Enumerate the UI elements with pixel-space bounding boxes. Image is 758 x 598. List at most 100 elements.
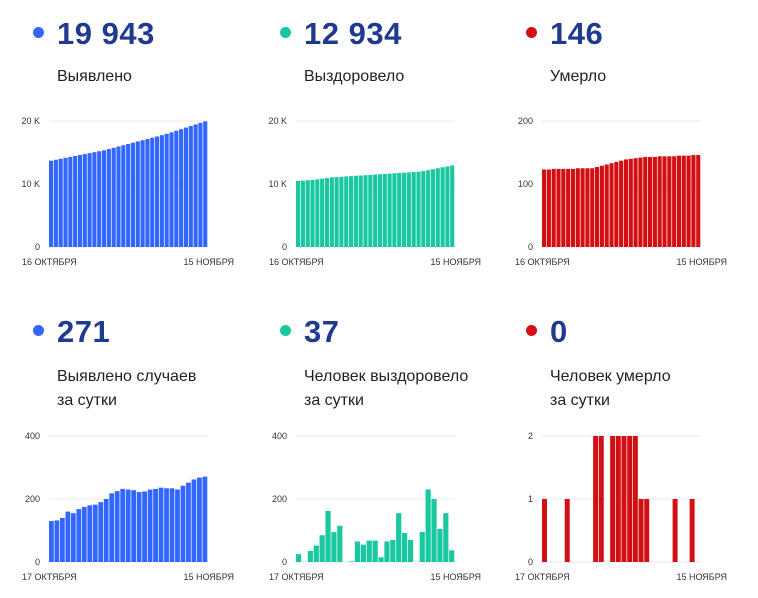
bar bbox=[696, 155, 701, 247]
y-tick-label: 10 K bbox=[268, 179, 287, 189]
bar bbox=[92, 152, 97, 247]
bar bbox=[82, 154, 87, 247]
bar bbox=[392, 173, 397, 247]
bar bbox=[667, 156, 672, 247]
panel-died: 146 Умерло 0 100 200 16 ОКТЯБРЯ 15 НОЯБРЯ bbox=[515, 14, 758, 304]
panel-label-line: за сутки bbox=[304, 392, 364, 409]
dot-marker-icon bbox=[526, 27, 537, 38]
bar bbox=[164, 133, 169, 247]
bar bbox=[54, 520, 60, 562]
bar bbox=[585, 168, 590, 247]
bar bbox=[443, 513, 449, 562]
bar bbox=[657, 156, 662, 247]
bar bbox=[353, 175, 358, 247]
bar bbox=[159, 135, 164, 247]
bar bbox=[421, 171, 426, 247]
bar bbox=[130, 142, 136, 247]
bar bbox=[632, 436, 638, 562]
bar bbox=[203, 121, 208, 247]
dot-marker-icon bbox=[33, 27, 44, 38]
dot-marker-icon bbox=[280, 325, 291, 336]
bar bbox=[387, 173, 392, 247]
total-value: 12 934 bbox=[304, 16, 402, 51]
bar bbox=[614, 161, 619, 247]
bar bbox=[396, 513, 402, 562]
bar bbox=[307, 550, 313, 562]
bar bbox=[324, 178, 330, 247]
bar bbox=[334, 177, 339, 247]
bar bbox=[652, 156, 657, 247]
bar bbox=[638, 157, 643, 247]
bar bbox=[580, 168, 585, 247]
bar bbox=[397, 172, 402, 247]
bar bbox=[145, 138, 150, 247]
bar bbox=[419, 532, 425, 562]
bar bbox=[643, 156, 648, 247]
x-tick-label-start: 16 ОКТЯБРЯ bbox=[269, 257, 324, 267]
bar bbox=[315, 179, 320, 247]
y-tick-label: 1 bbox=[528, 494, 533, 504]
bar bbox=[349, 176, 354, 247]
dot-marker-icon bbox=[280, 27, 291, 38]
bar bbox=[604, 164, 609, 247]
bar bbox=[150, 137, 155, 247]
bar bbox=[372, 540, 378, 562]
panel-label-line: Человек умерло bbox=[550, 368, 671, 385]
bar bbox=[300, 180, 305, 247]
x-tick-label-end: 15 НОЯБРЯ bbox=[183, 257, 234, 267]
chart: 0 1 2 17 ОКТЯБРЯ 15 НОЯБРЯ bbox=[515, 431, 727, 582]
bar bbox=[198, 122, 203, 247]
bar bbox=[126, 143, 131, 247]
bar bbox=[382, 173, 387, 247]
bar bbox=[153, 488, 158, 562]
bar bbox=[431, 499, 437, 562]
panel-label-line: Умерло bbox=[550, 68, 607, 85]
bar bbox=[570, 168, 576, 247]
bar bbox=[416, 171, 421, 247]
bar bbox=[593, 436, 599, 562]
panel-label-line: Человек выздоровело bbox=[304, 368, 469, 385]
bar bbox=[390, 539, 396, 562]
bar bbox=[147, 489, 153, 562]
bar bbox=[65, 511, 71, 562]
bar bbox=[70, 513, 76, 562]
dot-marker-icon bbox=[526, 325, 537, 336]
y-tick-label: 20 K bbox=[268, 116, 287, 126]
bar bbox=[135, 141, 140, 247]
panel-label: Человек умерло за сутки bbox=[550, 365, 671, 413]
x-tick-label-start: 17 ОКТЯБРЯ bbox=[22, 572, 77, 582]
bar bbox=[180, 485, 186, 562]
bar bbox=[169, 488, 175, 562]
bar bbox=[599, 165, 604, 247]
bar bbox=[378, 557, 384, 562]
total-value: 19 943 bbox=[57, 16, 155, 51]
panel-label: Выявлено bbox=[57, 65, 132, 89]
bar bbox=[430, 169, 436, 247]
bar bbox=[49, 160, 54, 247]
bar bbox=[609, 163, 614, 247]
panel-detected: 19 943 Выявлено 0 10 K 20 K 16 ОКТЯБРЯ 15 НО… bbox=[21, 14, 270, 304]
bar bbox=[407, 539, 414, 562]
bar bbox=[73, 155, 78, 247]
chart: 0 10 K 20 K 16 ОКТЯБРЯ 15 НОЯБРЯ bbox=[268, 116, 481, 267]
y-tick-label: 100 bbox=[518, 179, 533, 189]
bar bbox=[425, 489, 431, 562]
bar bbox=[325, 510, 331, 562]
y-tick-label: 0 bbox=[528, 557, 533, 567]
dot-marker-icon bbox=[33, 325, 44, 336]
bar bbox=[662, 156, 667, 247]
panel-label: Выздоровело bbox=[304, 65, 404, 89]
y-tick-label: 400 bbox=[272, 431, 287, 441]
y-tick-label: 0 bbox=[282, 242, 287, 252]
bar bbox=[197, 477, 202, 562]
panel-label-line: за сутки bbox=[550, 392, 610, 409]
bar bbox=[384, 541, 390, 562]
bar bbox=[87, 505, 93, 562]
bar bbox=[155, 136, 160, 247]
daily-value: 37 bbox=[304, 314, 340, 349]
bar bbox=[158, 487, 164, 562]
bar bbox=[633, 158, 638, 247]
chart: 0 200 400 17 ОКТЯБРЯ 15 НОЯБРЯ bbox=[269, 431, 481, 582]
y-tick-label: 0 bbox=[35, 242, 40, 252]
bar bbox=[595, 166, 600, 247]
